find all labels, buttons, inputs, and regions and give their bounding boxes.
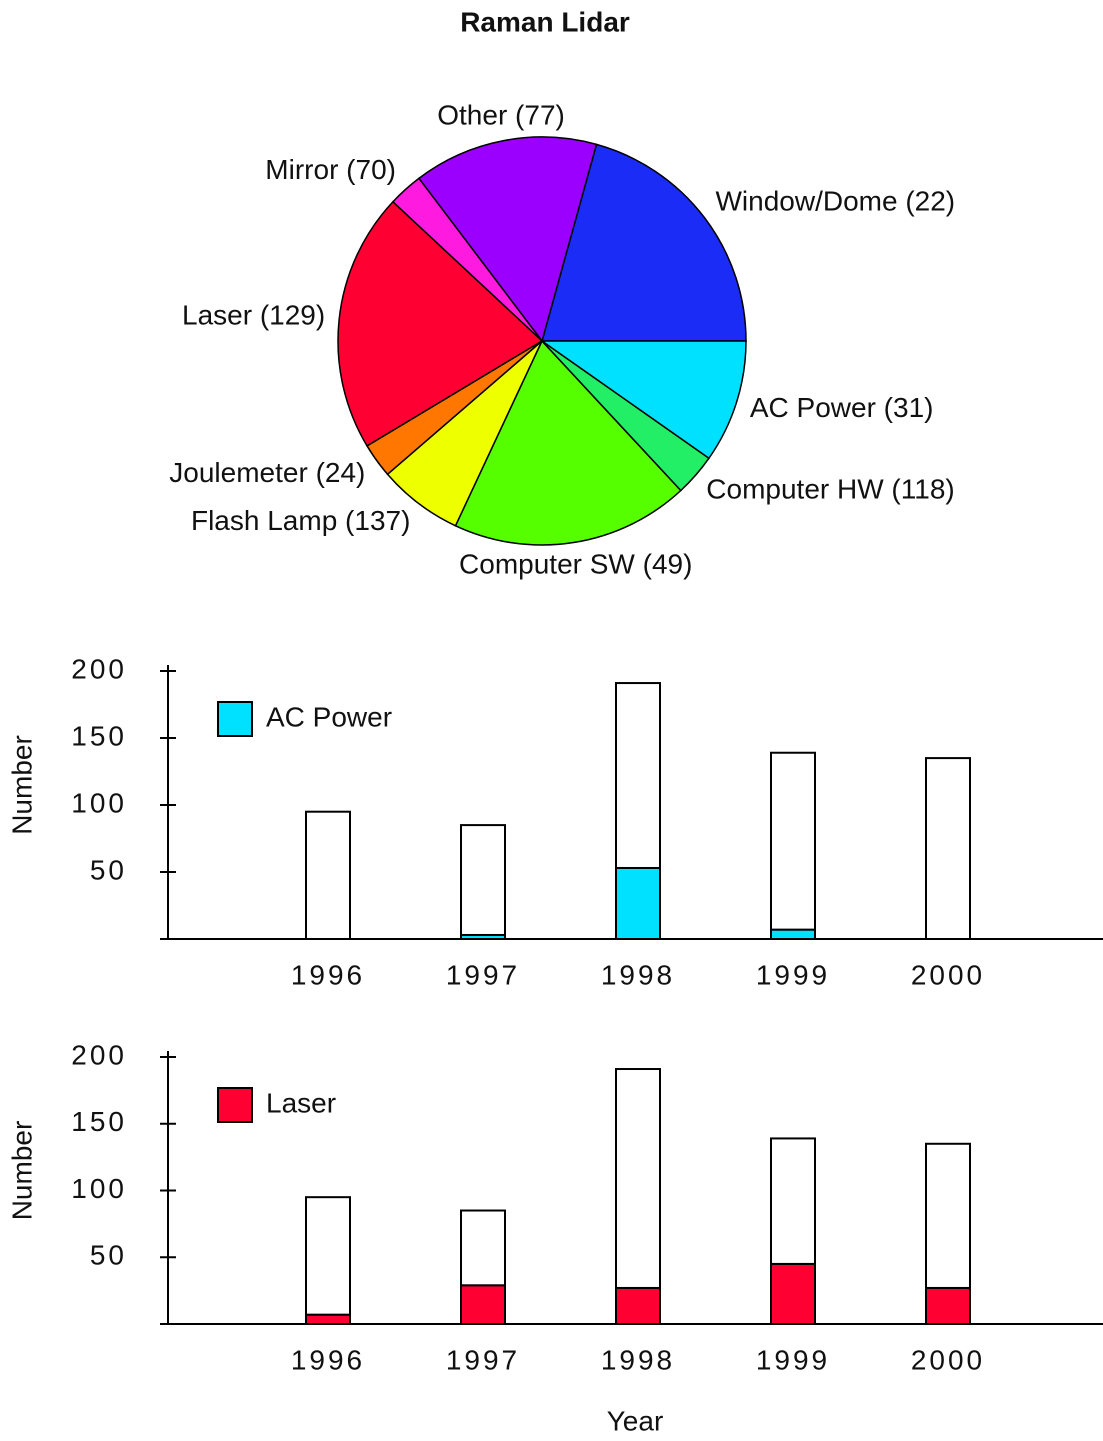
bar-segment <box>305 1196 351 1316</box>
slice-label: Computer SW (49) <box>459 549 692 580</box>
slice-label: Flash Lamp (137) <box>191 505 410 536</box>
bar-segment <box>460 1284 506 1326</box>
y-axis-label: Number <box>6 735 37 835</box>
pie-slice <box>541 143 747 342</box>
x-tick-label: 1997 <box>446 959 520 990</box>
y-tick-label: 100 <box>71 787 127 818</box>
bar-segment <box>305 1313 351 1326</box>
y-tick-label: 150 <box>71 720 127 751</box>
y-tick-label: 100 <box>71 1173 127 1204</box>
slice-label: Computer HW (118) <box>706 473 954 504</box>
slice-label: Mirror (70) <box>265 154 396 185</box>
bar-segment <box>770 1262 816 1326</box>
y-tick-label: 50 <box>90 854 127 885</box>
x-tick-label: 1998 <box>601 959 675 990</box>
chart-title: Raman Lidar <box>460 6 630 37</box>
slice-label: Other (77) <box>437 99 565 130</box>
bar-segment <box>925 1286 971 1325</box>
x-tick-label: 1996 <box>291 1344 365 1375</box>
x-tick-label: 1996 <box>291 959 365 990</box>
slice-label: Laser (129) <box>182 299 325 330</box>
x-tick-label: 1999 <box>756 959 830 990</box>
pie-slice <box>539 340 747 460</box>
y-tick-label: 200 <box>71 1039 127 1070</box>
bar-segment <box>615 1286 661 1325</box>
x-tick-label: 1997 <box>446 1344 520 1375</box>
y-tick-label: 50 <box>90 1240 127 1271</box>
legend-label: AC Power <box>266 701 392 732</box>
x-tick-label: 2000 <box>911 1344 985 1375</box>
bar-segment <box>925 757 971 940</box>
bar-segment <box>770 751 816 931</box>
bar-segment <box>770 928 816 940</box>
x-tick-label: 1998 <box>601 1344 675 1375</box>
pie-slice <box>454 339 682 546</box>
y-tick-label: 150 <box>71 1106 127 1137</box>
pie-slice <box>337 200 544 447</box>
slice-label: AC Power (31) <box>750 392 934 423</box>
legend-swatch <box>217 701 253 737</box>
y-axis-label: Number <box>6 1121 37 1221</box>
bar-segment <box>615 682 661 869</box>
slice-label: Window/Dome (22) <box>716 185 956 216</box>
bar-segment <box>770 1137 816 1265</box>
slice-label: Joulemeter (24) <box>169 457 365 488</box>
x-tick-label: 1999 <box>756 1344 830 1375</box>
bar-segment <box>615 866 661 940</box>
bar-segment <box>305 810 351 941</box>
legend-swatch <box>217 1087 253 1123</box>
bar-segment <box>925 1142 971 1289</box>
bar-segment <box>460 1209 506 1287</box>
x-tick-label: 2000 <box>911 959 985 990</box>
y-tick-label: 200 <box>71 653 127 684</box>
pie-slice <box>417 136 598 343</box>
x-axis-label: Year <box>607 1405 664 1436</box>
bar-segment <box>615 1068 661 1289</box>
bar-segment <box>460 824 506 936</box>
legend-label: Laser <box>266 1087 336 1118</box>
